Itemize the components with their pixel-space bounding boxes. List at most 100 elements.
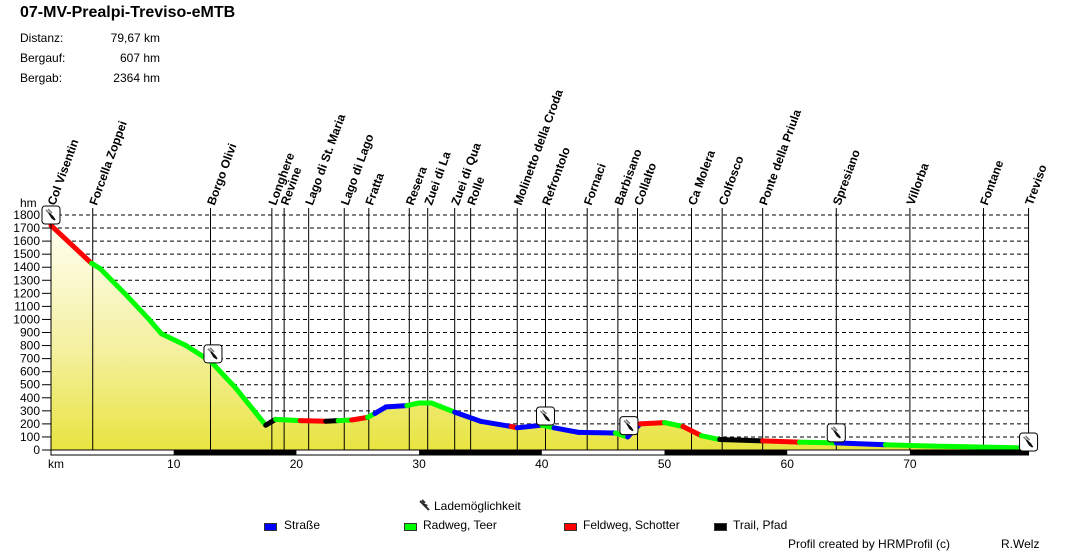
track-segment (97, 266, 128, 296)
x-axis: km 10 20 30 40 50 60 70 (48, 449, 1030, 471)
track-segment (208, 358, 238, 390)
surface-track (48, 222, 1032, 451)
track-segment (158, 331, 189, 349)
y-tick-label: 1100 (14, 299, 40, 313)
y-tick-label: 700 (20, 352, 40, 366)
track-segment (428, 400, 458, 415)
waypoint-label: Fontane (977, 158, 1006, 207)
x-tick-label: 60 (781, 457, 795, 471)
track-segment (680, 424, 704, 439)
stat-value: 2364 hm (113, 71, 160, 85)
legend-charging: Lademöglichkeit (418, 499, 521, 513)
footer-credit: Profil created by HRMProfil (c) (788, 537, 951, 551)
y-tick-label: 1800 (13, 208, 40, 222)
stat-value: 607 hm (119, 51, 160, 65)
legend-swatch-road (264, 523, 277, 531)
stat-ascent: Bergauf: 607 hm (20, 51, 160, 65)
waypoint-label: Treviso (1022, 163, 1050, 207)
waypoint-label: Villorba (904, 161, 932, 207)
y-tick-label: 500 (20, 378, 40, 392)
legend-item-bikepath: Radweg, Teer (423, 518, 497, 532)
stat-value: 79,67 km (110, 31, 160, 45)
footer-author: R.Welz (1001, 537, 1040, 551)
plug-icon (826, 423, 846, 443)
waypoint-label: Fratta (362, 171, 387, 207)
track-segment (796, 439, 839, 446)
waypoint-label: Ponte della Priula (756, 107, 804, 207)
x-tick-label: 40 (535, 457, 549, 471)
stat-label: Bergauf: (20, 51, 66, 65)
y-tick-label: 1700 (13, 221, 40, 235)
y-tick-label: 300 (20, 404, 40, 418)
track-segment (48, 222, 94, 266)
waypoint-label: Ca Molera (685, 148, 718, 207)
legend-swatch-trail (714, 523, 727, 531)
charging-icons (41, 205, 1039, 452)
track-segment (576, 429, 618, 436)
legend-swatch-gravel (564, 523, 577, 531)
y-tick-label: 1300 (13, 273, 40, 287)
y-axis: hm 01002003004005006007008009001000110012… (13, 196, 52, 457)
track-segment (452, 409, 483, 424)
x-axis-unit: km (48, 457, 64, 471)
track-segment (637, 420, 667, 427)
y-tick-label: 1500 (13, 247, 40, 261)
track-segment (698, 433, 723, 443)
track-segment (931, 443, 1032, 451)
waypoint-label: Spresiano (830, 148, 863, 207)
legend-charging-label: Lademöglichkeit (434, 499, 521, 513)
waypoint-label: Borgo Olivi (204, 141, 239, 207)
y-tick-label: 0 (33, 443, 40, 457)
track-segment (833, 440, 888, 448)
plug-icon (535, 406, 555, 426)
legend-item-gravel: Feldweg, Schotter (583, 518, 680, 532)
track-segment (882, 442, 937, 449)
chart-title: 07-MV-Prealpi-Treviso-eMTB (20, 4, 236, 21)
x-tick-label: 50 (658, 457, 672, 471)
plug-icon (619, 416, 639, 436)
waypoint-label: Forcella Zoppei (86, 119, 129, 207)
track-segment (297, 418, 329, 424)
x-tick-label: 10 (167, 457, 181, 471)
plug-icon (1019, 432, 1039, 452)
plug-icon (419, 499, 430, 511)
y-tick-label: 800 (20, 339, 40, 353)
y-tick-label: 1400 (13, 260, 40, 274)
track-segment (662, 420, 686, 429)
y-tick-label: 200 (20, 417, 40, 431)
plug-icon (41, 205, 61, 225)
waypoint-labels: Col Visentin Forcella Zoppei Borgo Olivi Lo… (45, 87, 1050, 207)
track-segment (717, 437, 766, 444)
x-tick-label: 30 (412, 457, 426, 471)
y-tick-label: 1600 (13, 234, 40, 248)
track-segment (477, 418, 514, 429)
track-segment (760, 438, 802, 445)
waypoint-label: Colfosco (716, 154, 747, 207)
elevation-fill (51, 225, 1029, 450)
y-tick-label: 1200 (13, 286, 40, 300)
waypoint-label: Col Visentin (45, 137, 82, 207)
track-segment (551, 425, 582, 435)
track-segment (273, 416, 303, 424)
track-segment (146, 316, 164, 337)
legend-item-trail: Trail, Pfad (733, 518, 788, 532)
stat-descent: Bergab: 2364 hm (20, 71, 160, 85)
y-tick-label: 1000 (13, 312, 40, 326)
stat-label: Distanz: (20, 31, 64, 45)
y-tick-label: 100 (20, 430, 40, 444)
legend-item-road: Straße (284, 518, 321, 532)
waypoint-label: Fornaci (581, 162, 609, 208)
track-segment (232, 384, 269, 428)
stat-label: Bergab: (20, 71, 63, 85)
legend-swatch-bikepath (404, 523, 417, 531)
track-segment (514, 422, 545, 431)
y-axis-unit: hm (20, 196, 37, 210)
y-tick-label: 600 (20, 365, 40, 379)
elevation-area (51, 225, 1029, 450)
track-segment (122, 290, 152, 322)
plug-icon (203, 344, 223, 364)
x-tick-label: 70 (903, 457, 917, 471)
waypoint-label: Refrontolo (539, 145, 573, 207)
x-tick-label: 20 (290, 457, 304, 471)
